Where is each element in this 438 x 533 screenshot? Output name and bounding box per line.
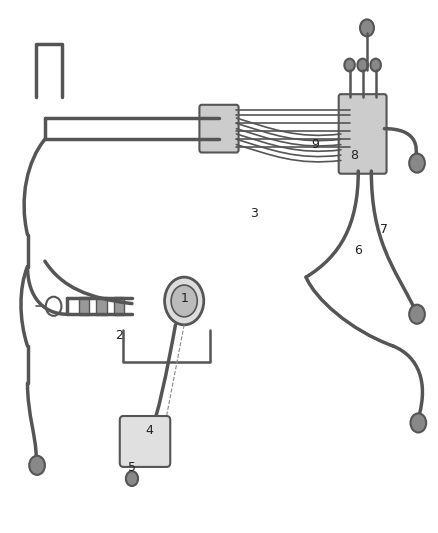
Text: 2: 2 <box>115 329 123 342</box>
Bar <box>79 297 89 316</box>
Circle shape <box>171 285 197 317</box>
Circle shape <box>409 154 425 173</box>
Circle shape <box>371 59 381 71</box>
Text: 9: 9 <box>311 138 319 151</box>
Text: 3: 3 <box>250 207 258 220</box>
FancyBboxPatch shape <box>199 105 239 152</box>
Text: 5: 5 <box>128 462 136 474</box>
Text: 7: 7 <box>380 223 389 236</box>
Circle shape <box>410 414 426 432</box>
Text: 6: 6 <box>354 244 362 257</box>
Circle shape <box>357 59 368 71</box>
Circle shape <box>360 19 374 36</box>
Text: 8: 8 <box>350 149 358 161</box>
Bar <box>114 297 124 316</box>
Circle shape <box>126 471 138 486</box>
Text: 1: 1 <box>180 292 188 305</box>
Circle shape <box>165 277 204 325</box>
Bar <box>96 297 107 316</box>
FancyBboxPatch shape <box>120 416 170 467</box>
Text: 4: 4 <box>145 424 153 438</box>
Circle shape <box>29 456 45 475</box>
Circle shape <box>409 305 425 324</box>
FancyBboxPatch shape <box>339 94 387 174</box>
Circle shape <box>344 59 355 71</box>
